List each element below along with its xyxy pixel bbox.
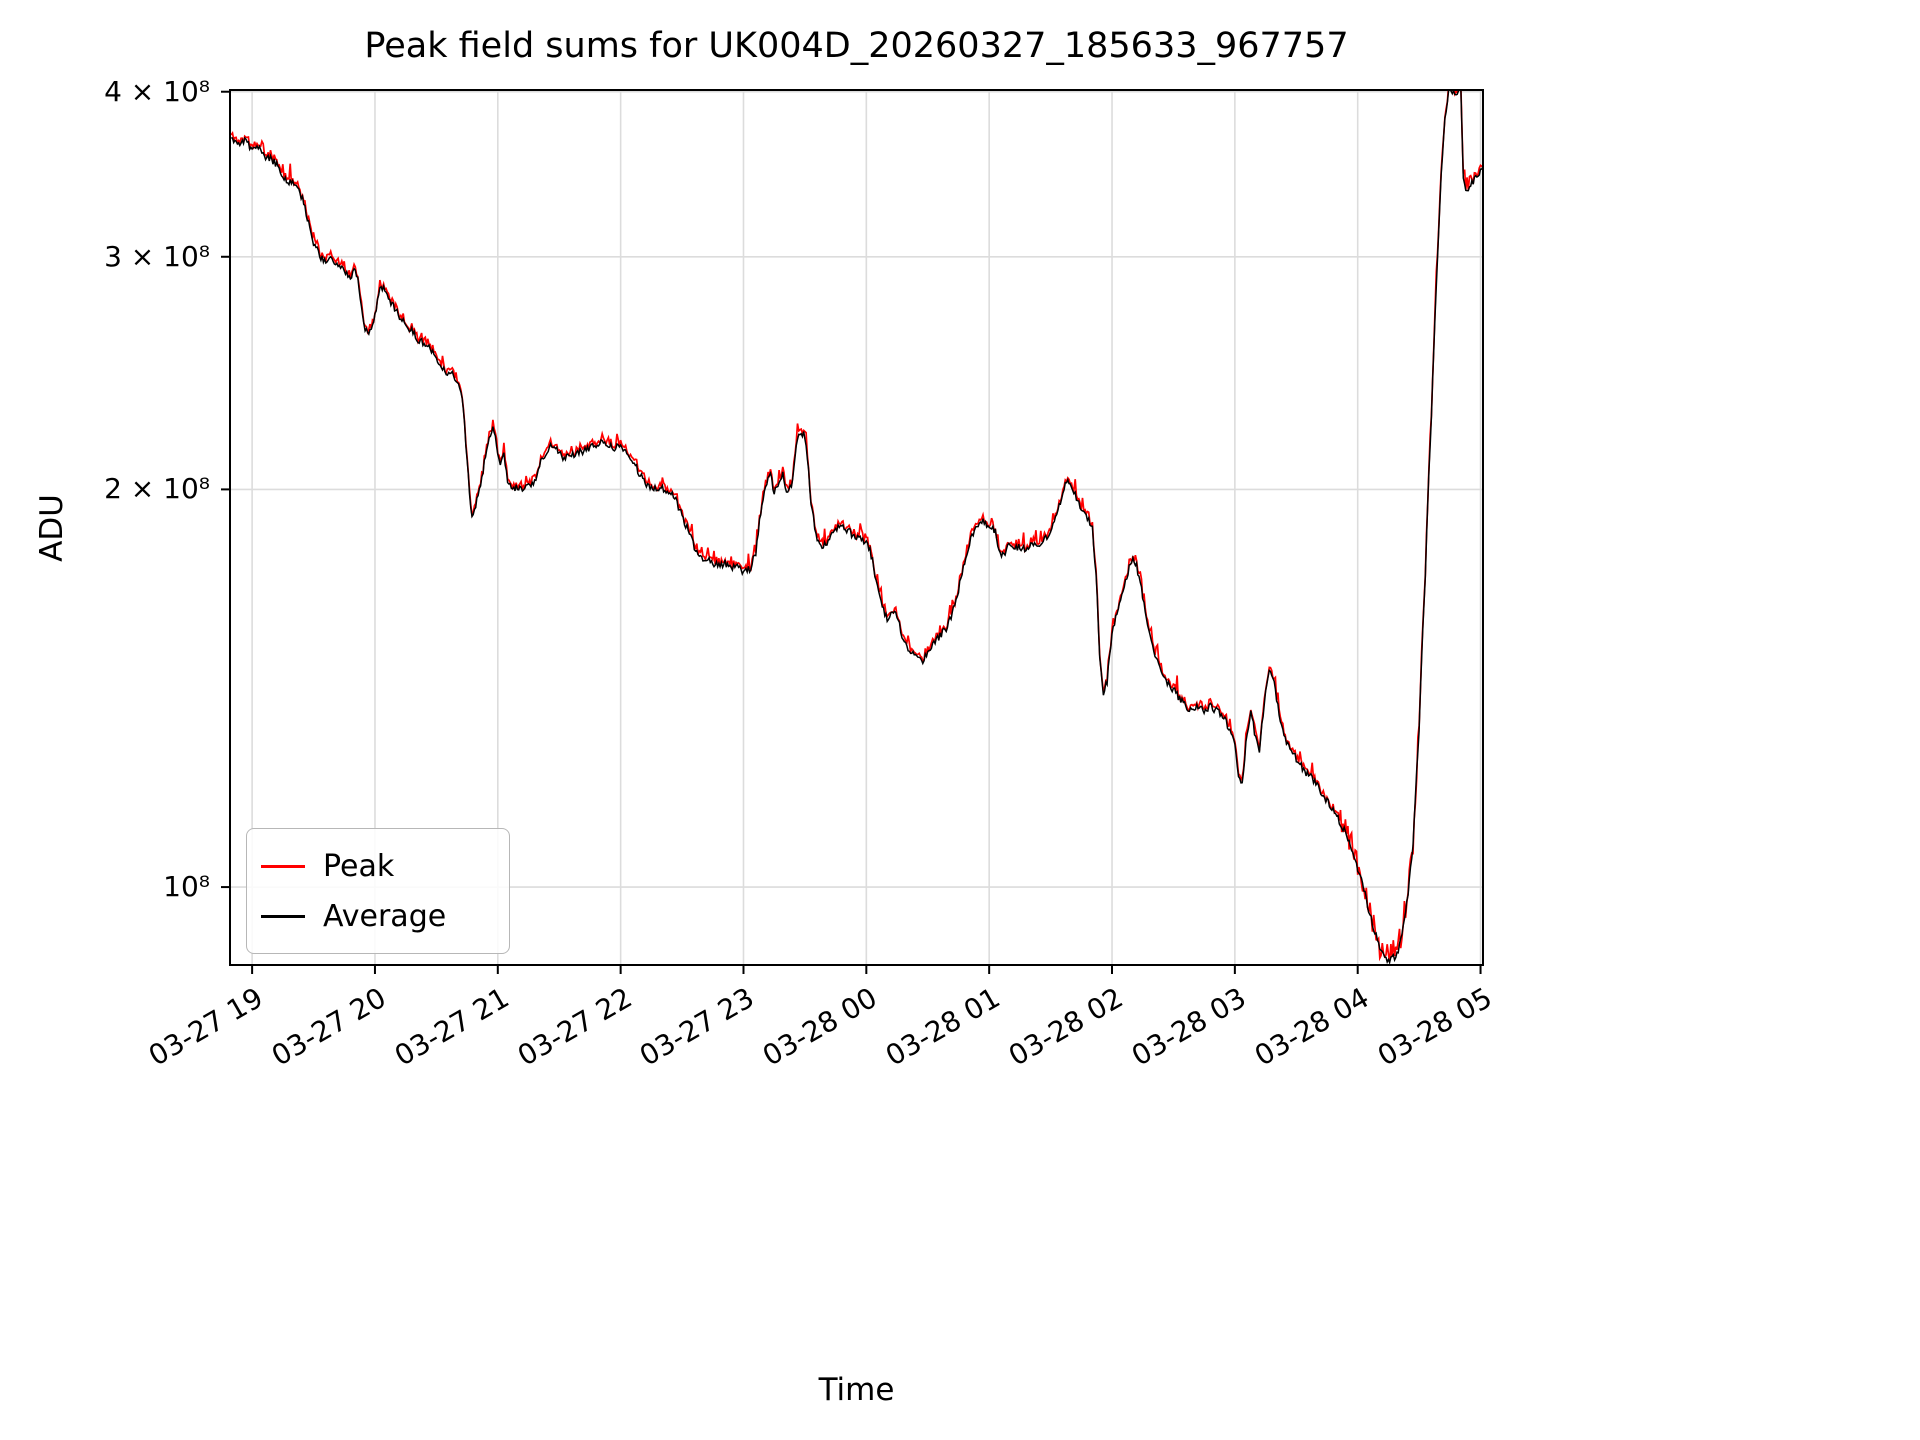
legend-label-peak: Peak — [323, 848, 395, 884]
chart-title: Peak field sums for UK004D_20260327_1856… — [364, 26, 1349, 66]
y-tick-label: 3 × 10⁸ — [104, 239, 210, 273]
legend-label-average: Average — [323, 898, 447, 934]
y-tick-label: 4 × 10⁸ — [104, 74, 210, 108]
legend-item-average: Average — [261, 891, 491, 941]
peak-line-swatch — [261, 864, 305, 868]
legend: Peak Average — [246, 828, 510, 954]
average-series-line — [231, 90, 1483, 965]
legend-item-peak: Peak — [261, 841, 491, 891]
average-line-swatch — [261, 914, 305, 918]
y-tick-label: 2 × 10⁸ — [104, 472, 210, 506]
x-axis-label: Time — [818, 1372, 895, 1408]
y-tick-label: 10⁸ — [163, 870, 210, 904]
